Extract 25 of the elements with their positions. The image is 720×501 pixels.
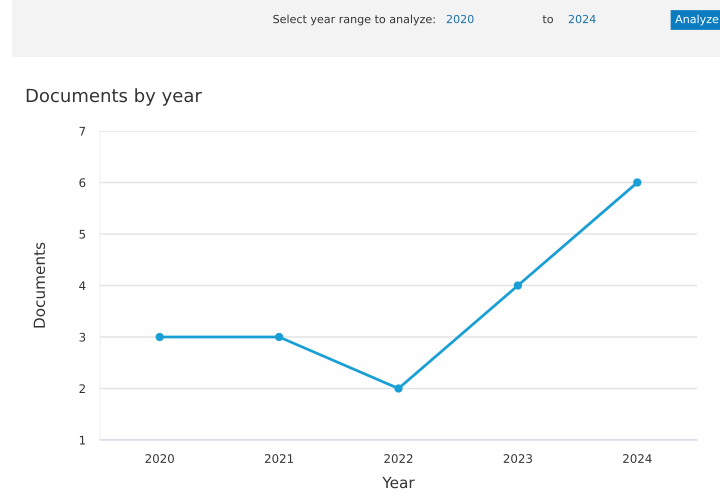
point (394, 384, 403, 393)
y-axis-title: Documents (34, 242, 46, 328)
y-tick-label: 4 (79, 281, 86, 290)
y-tick-label: 6 (79, 178, 86, 188)
text: 2020 (446, 14, 474, 24)
y-tick-label: 2 (79, 384, 85, 393)
chart-title: Documents by year (26, 88, 202, 106)
point (514, 281, 522, 290)
text: Select year range to analyze: (273, 14, 435, 26)
y-tick-label: 7 (80, 126, 86, 136)
x-tick-label: 2023 (504, 454, 532, 464)
y-tick-label: 1 (80, 436, 86, 444)
point (156, 332, 164, 342)
x-tick-label: 2021 (264, 454, 294, 464)
y-tick-label: 5 (80, 230, 86, 239)
y-tick-label: 3 (80, 332, 86, 342)
text: 2024 (568, 14, 596, 24)
x-axis-title: Year (382, 476, 415, 488)
text: to (542, 15, 553, 24)
x-tick-label: 2020 (146, 454, 174, 464)
point (633, 178, 642, 187)
x-tick-label: 2024 (623, 454, 652, 464)
x-tick-label: 2022 (384, 454, 412, 464)
point (274, 332, 284, 342)
text: Analyze (675, 14, 718, 26)
